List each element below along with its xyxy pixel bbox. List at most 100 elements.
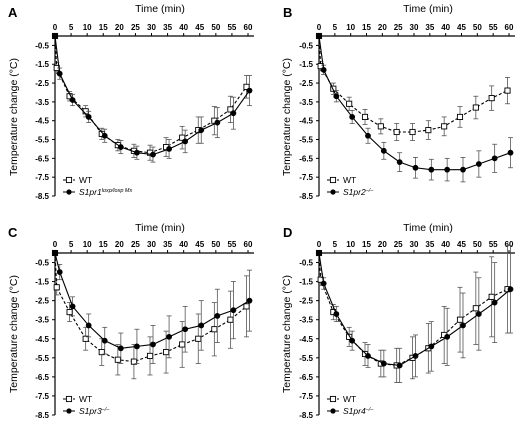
x-tick-label: 5: [69, 240, 74, 249]
data-point-knockout: [198, 127, 205, 134]
legend: WT S1pr3–/–: [63, 394, 110, 416]
data-point-knockout: [412, 353, 419, 359]
x-tick-label: 25: [131, 23, 140, 32]
x-tick-label: 35: [425, 240, 434, 249]
data-point-knockout: [365, 353, 371, 359]
legend-label-wt: WT: [79, 175, 92, 185]
x-tick-label: 55: [489, 23, 498, 32]
x-tick-label: 50: [211, 23, 220, 32]
data-point-knockout: [52, 33, 58, 39]
x-tick-label: 45: [195, 240, 204, 249]
data-point-knockout: [412, 164, 419, 171]
data-point-wt: [441, 123, 448, 130]
data-point-knockout: [101, 337, 108, 344]
data-point-knockout: [396, 159, 403, 166]
data-point-wt: [66, 309, 73, 316]
y-axis-title: Temperature change (°C): [281, 275, 293, 393]
legend-marker-knockout: [66, 189, 72, 195]
x-tick-label: 55: [227, 23, 236, 32]
x-tick-label: 50: [473, 23, 482, 32]
y-tick-label: -6.5: [299, 373, 313, 382]
x-tick-label: 40: [179, 23, 188, 32]
legend-genotype-superscript: –/–: [365, 188, 375, 194]
x-tick-label: 30: [410, 23, 419, 32]
data-point-wt: [346, 100, 353, 107]
y-tick-label: -8.5: [35, 411, 49, 420]
y-tick-label: -5.5: [299, 354, 313, 363]
data-point-knockout: [475, 311, 482, 317]
legend: WT S1pr1loxp/loxp Mx: [63, 175, 133, 197]
series-line: [318, 252, 511, 367]
data-point-knockout: [117, 345, 124, 352]
x-tick-label: 35: [163, 240, 172, 249]
legend-label-knockout: S1pr1loxp/loxp Mx: [79, 187, 133, 197]
data-point-wt: [243, 83, 250, 90]
data-point-knockout: [56, 269, 63, 275]
data-point-knockout: [246, 87, 253, 94]
data-point-knockout: [85, 322, 92, 329]
data-point-knockout: [333, 311, 340, 317]
y-tick-label: -2.5: [299, 79, 313, 88]
data-point-knockout: [316, 33, 322, 39]
y-tick-label: -0.5: [299, 41, 313, 50]
panel-a: A Time (min) Temperature change (°C) 0 5 10 15…: [8, 3, 254, 201]
data-point-wt: [456, 316, 464, 323]
series-wt: [51, 32, 250, 161]
x-tick-label: 10: [83, 240, 92, 249]
x-tick-label: 20: [115, 23, 124, 32]
y-tick-label: -7.5: [35, 392, 49, 401]
x-tick-label: 40: [179, 240, 188, 249]
data-point-knockout: [117, 144, 124, 150]
data-point-wt: [146, 352, 154, 359]
legend-gene-name: S1pr2: [343, 187, 366, 197]
legend-label-wt: WT: [343, 394, 356, 404]
x-tick-label: 5: [333, 240, 338, 249]
x-tick-label: 15: [99, 240, 108, 249]
legend-gene-name: S1pr1: [79, 187, 102, 197]
data-point-wt: [488, 95, 495, 102]
data-point-wt: [488, 293, 495, 300]
x-tick-label: 15: [362, 23, 371, 32]
x-tick-label: 45: [457, 240, 466, 249]
y-tick-label: -1.5: [299, 278, 313, 287]
x-tick-label: 30: [410, 240, 419, 249]
x-tick-label: 40: [441, 23, 450, 32]
x-tick-label: 5: [69, 23, 74, 32]
x-tick-label: 45: [195, 23, 204, 32]
data-point-wt: [377, 123, 384, 130]
x-tick-label: 20: [378, 240, 387, 249]
y-tick-label: -7.5: [299, 173, 313, 182]
legend-marker-wt: [329, 176, 337, 184]
y-tick-label: -0.5: [35, 41, 49, 50]
data-point-knockout: [134, 343, 140, 350]
data-point-wt: [472, 305, 479, 312]
x-tick-label: 10: [83, 23, 92, 32]
y-tick-label: -6.5: [299, 154, 313, 163]
data-point-wt: [393, 128, 400, 136]
data-point-knockout: [380, 147, 387, 154]
y-tick-label: -1.5: [299, 60, 313, 69]
data-point-knockout: [150, 151, 156, 158]
legend-genotype-superscript: –/–: [101, 407, 111, 413]
panel-letter: A: [8, 5, 18, 20]
data-point-knockout: [166, 146, 172, 152]
legend-label-knockout: S1pr3–/–: [79, 406, 110, 416]
panel-letter: C: [8, 225, 18, 240]
data-point-wt: [227, 106, 234, 113]
x-tick-label: 60: [505, 240, 514, 249]
x-tick-label: 0: [317, 23, 322, 32]
x-tick-label: 60: [244, 23, 253, 32]
data-point-wt: [361, 113, 369, 120]
y-tick-label: -4.5: [35, 335, 49, 344]
data-point-knockout: [182, 326, 189, 333]
data-point-wt: [179, 341, 186, 348]
y-tick-label: -8.5: [299, 411, 313, 420]
data-point-wt: [179, 134, 186, 141]
series-knockout: [52, 250, 253, 364]
data-point-wt: [472, 104, 479, 111]
x-tick-label: 10: [346, 23, 355, 32]
data-point-knockout: [52, 250, 58, 256]
data-point-wt: [82, 335, 89, 342]
panel-b: B Time (min) Temperature change (°C) 0 5 10 15…: [281, 3, 515, 201]
